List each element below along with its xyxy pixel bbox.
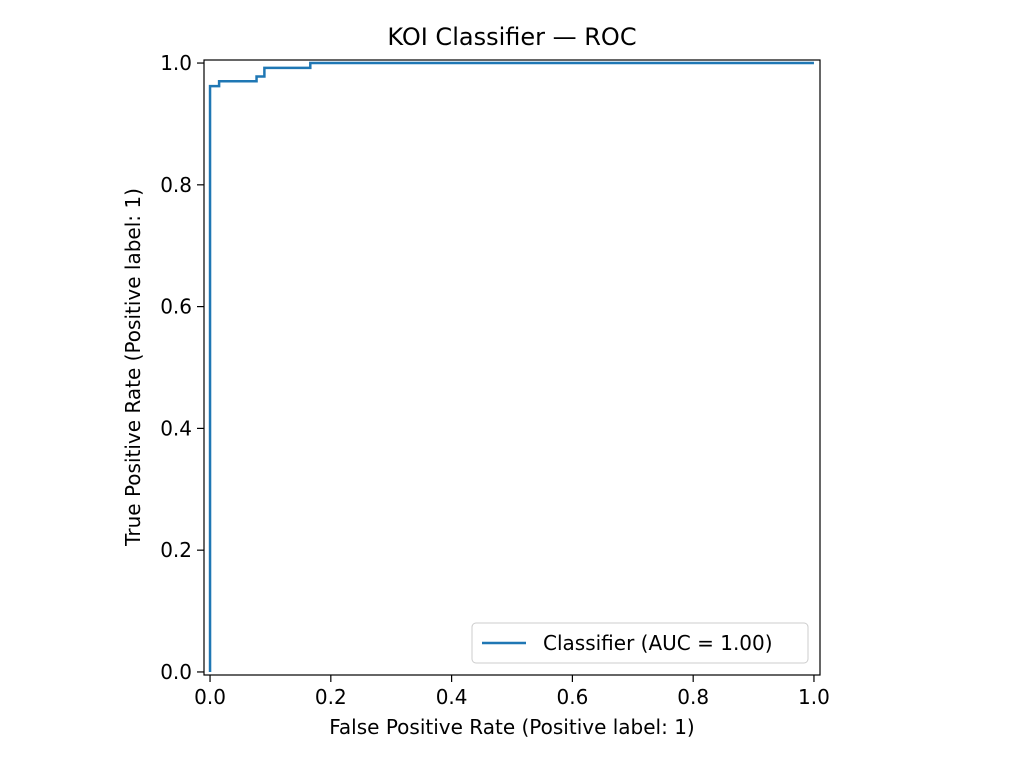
y-tick-label: 0.0	[160, 660, 192, 684]
x-tick-label: 0.4	[436, 685, 468, 709]
y-tick-label: 0.8	[160, 173, 192, 197]
y-tick-label: 0.6	[160, 295, 192, 319]
series-line-0	[208, 61, 814, 672]
x-tick-label: 0.8	[677, 685, 709, 709]
axes-frame	[203, 59, 821, 676]
chart-title: KOI Classifier — ROC	[387, 23, 636, 51]
x-tick-label: 0.6	[556, 685, 588, 709]
x-axis-label: False Positive Rate (Positive label: 1)	[329, 715, 695, 739]
legend: Classifier (AUC = 1.00)	[471, 622, 809, 664]
y-tick-label: 0.2	[160, 538, 192, 562]
x-tick-label: 0.2	[315, 685, 347, 709]
x-tick-label: 1.0	[798, 685, 830, 709]
y-axis-ticks: 0.0 0.2 0.4 0.6 0.8 1.0	[160, 51, 204, 684]
x-axis-ticks: 0.0 0.2 0.4 0.6 0.8 1.0	[194, 675, 830, 709]
legend-box	[471, 622, 809, 664]
y-tick-label: 0.4	[160, 416, 192, 440]
series-layer	[208, 61, 814, 672]
y-tick-label: 1.0	[160, 51, 192, 75]
axes-background	[204, 60, 820, 675]
plot-area	[203, 59, 821, 676]
x-tick-label: 0.0	[194, 685, 226, 709]
legend-entry-label: Classifier (AUC = 1.00)	[543, 631, 773, 655]
y-axis-label: True Positive Rate (Positive label: 1)	[121, 188, 145, 547]
